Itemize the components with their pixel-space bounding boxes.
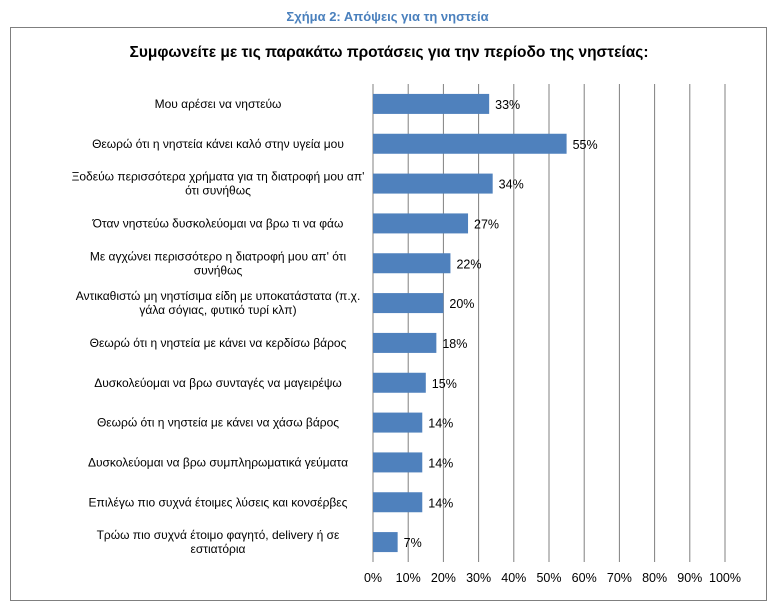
bar [373,412,423,433]
x-axis-tick-labels: 0% 10% 20% 30% 40% 50% 60% 70% 80% 90% 100% [364,571,741,585]
bar [373,173,493,194]
x-tick-label: 100% [709,571,741,585]
x-tick-label: 40% [501,571,526,585]
bar [373,93,490,114]
category-label: Θεωρώ ότι η νηστεία με κάνει να κερδίσω … [90,336,347,350]
bar [373,492,423,513]
bar [373,213,469,234]
category-label: Όταν νηστεύω δυσκολεύομαι να βρω τι να φ… [92,216,344,230]
data-label: 14% [428,417,453,431]
bar [373,332,437,353]
x-tick-label: 90% [677,571,702,585]
category-label: Θεωρώ ότι η νηστεία με κάνει να χάσω βάρ… [97,416,339,430]
category-label: Θεωρώ ότι η νηστεία κάνει καλό στην υγεί… [92,137,344,151]
category-label: Επιλέγω πιο συχνά έτοιμες λύσεις και κον… [89,495,348,509]
x-tick-label: 70% [607,571,632,585]
category-label: Αντικαθιστώ μη νηστίσιμα είδη με υποκατά… [76,289,361,317]
data-label: 15% [432,377,457,391]
chart-title: Συμφωνείτε με τις παρακάτω προτάσεις για… [130,44,649,61]
data-label: 7% [404,536,422,550]
bar [373,452,423,473]
x-tick-label: 0% [364,571,382,585]
bar [373,293,444,314]
bar [373,532,398,553]
value-labels: 33% 55% 34% 27% 22% 20% 18% 15% 14% 14% 14% 7% [404,98,598,550]
category-label: Ξοδεύω περισσότερα χρήματα για τη διατρο… [72,170,365,198]
category-label: Δυσκολεύομαι να βρω συνταγές να μαγειρέψ… [94,376,342,390]
bars [373,93,567,553]
data-label: 14% [428,496,453,510]
data-label: 34% [499,178,524,192]
data-label: 20% [449,297,474,311]
category-label: Δυσκολεύομαι να βρω συμπληρωματικά γεύμα… [88,455,348,469]
x-tick-label: 10% [396,571,421,585]
category-label: Τρώω πιο συχνά έτοιμο φαγητό, delivery ή… [97,528,340,556]
x-tick-label: 30% [466,571,491,585]
data-label: 27% [474,217,499,231]
category-label: Με αγχώνει περισσότερο η διατροφή μου απ… [90,249,347,277]
data-label: 22% [456,257,481,271]
data-label: 18% [442,337,467,351]
category-label: Μου αρέσει να νηστεύω [155,97,282,111]
bar [373,372,426,393]
bar [373,253,451,274]
figure-caption: Σχήμα 2: Απόψεις για τη νηστεία [286,9,489,24]
category-labels: Μου αρέσει να νηστεύω Θεωρώ ότι η νηστεία… [72,97,365,556]
data-label: 14% [428,456,453,470]
x-tick-label: 80% [642,571,667,585]
data-label: 55% [573,138,598,152]
x-tick-label: 50% [536,571,561,585]
bar [373,133,567,154]
x-tick-label: 20% [431,571,456,585]
gridlines [372,84,726,562]
data-label: 33% [495,98,520,112]
x-tick-label: 60% [572,571,597,585]
